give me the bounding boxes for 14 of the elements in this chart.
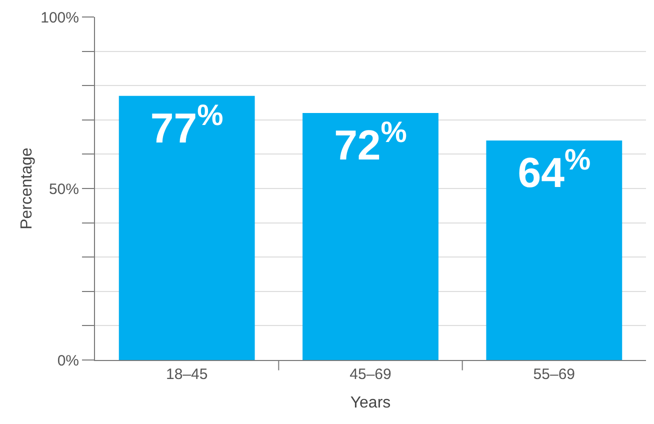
data-label: 64$^{%}$: [518, 143, 591, 196]
y-tick-label: 100%: [40, 9, 79, 26]
data-label: 72$^{%}$: [334, 116, 407, 169]
x-tick-label: 45–69: [350, 366, 392, 383]
bar: [118, 96, 255, 360]
bar: [486, 140, 622, 360]
bar: [302, 113, 438, 360]
y-axis-title: Percentage: [18, 147, 36, 230]
data-label: 77$^{%}$: [150, 98, 224, 152]
x-tick-label: 55–69: [533, 366, 576, 383]
x-tick-label: 18–45: [166, 366, 208, 383]
y-tick-label: 50%: [48, 180, 79, 198]
x-axis-title: Years: [350, 394, 391, 412]
y-tick-label: 0%: [57, 352, 79, 370]
